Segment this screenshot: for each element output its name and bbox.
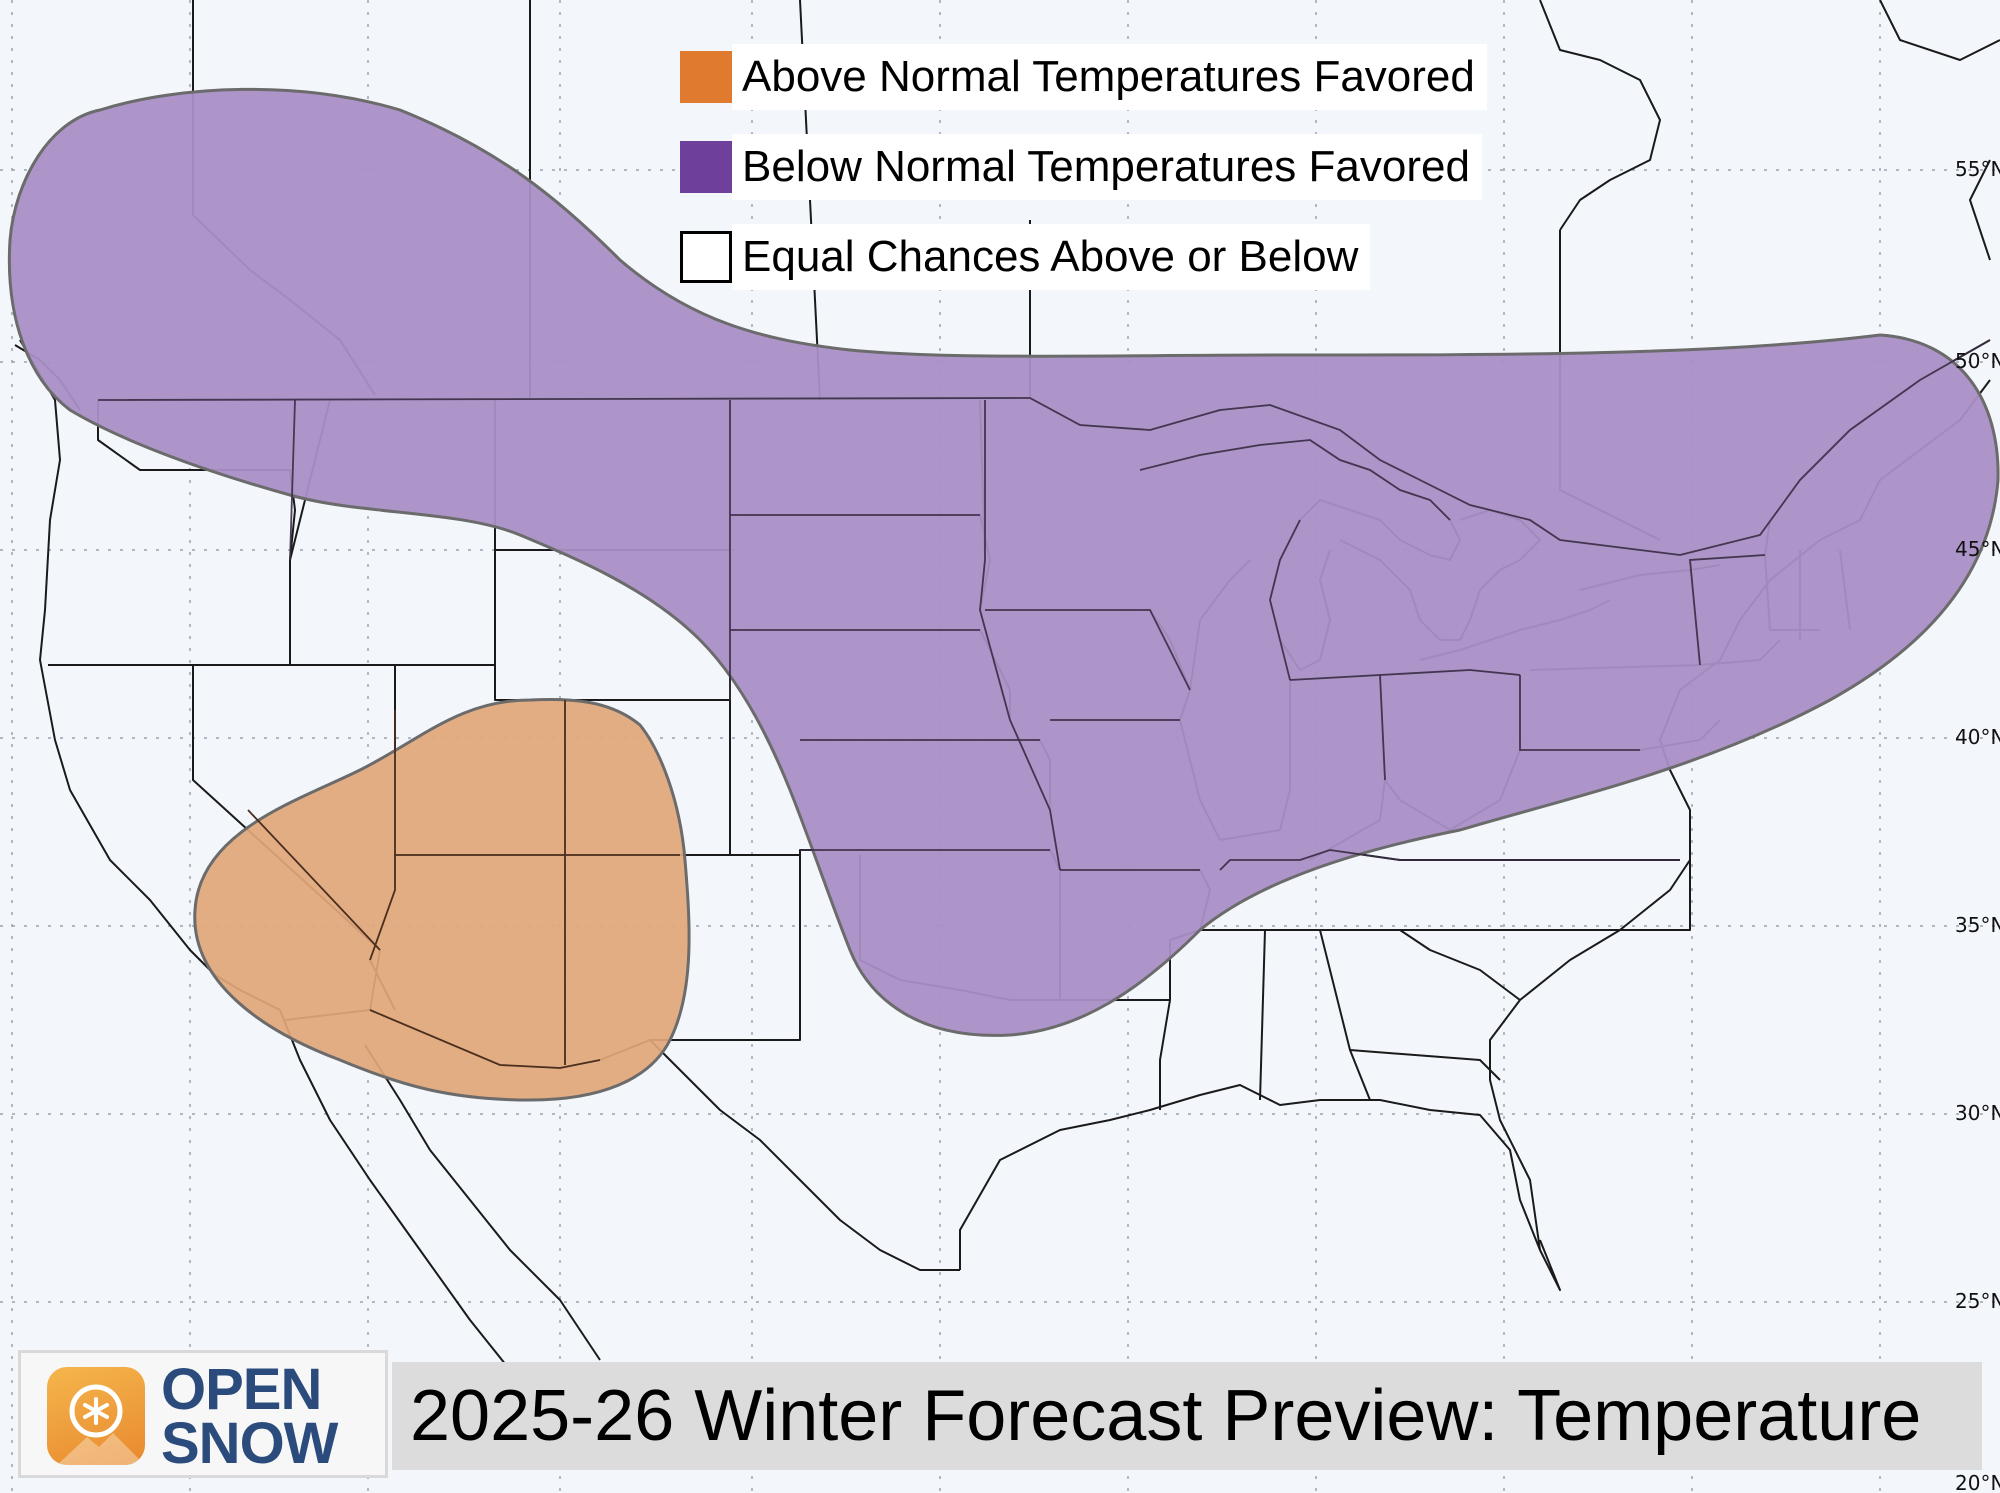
lat-label: 40°N: [1955, 725, 2000, 749]
legend-label: Above Normal Temperatures Favored: [732, 44, 1487, 110]
opensnow-logo: OPEN SNOW: [18, 1350, 388, 1478]
equal-chances-swatch: [680, 231, 732, 283]
logo-wordmark: OPEN SNOW: [161, 1357, 338, 1476]
title-banner: 2025-26 Winter Forecast Preview: Tempera…: [392, 1362, 1982, 1470]
overlay-state-lines: [97, 339, 1991, 871]
opensnow-logo-icon: [47, 1367, 145, 1465]
lat-label: 35°N: [1955, 913, 2000, 937]
lat-label: 30°N: [1955, 1101, 2000, 1125]
lat-label: 55°N: [1955, 157, 2000, 181]
below-normal-region: [7, 87, 2000, 1037]
below-normal-swatch: [680, 141, 732, 193]
latitude-labels: 55°N 50°N 45°N 40°N 35°N 30°N 25°N 20°N: [1955, 157, 2000, 1493]
overlay-sw-lines: [247, 700, 680, 1069]
lat-label: 50°N: [1955, 349, 2000, 373]
logo-line-snow: SNOW: [161, 1411, 338, 1476]
legend-item-below: Below Normal Temperatures Favored: [680, 134, 1482, 200]
lat-label: 25°N: [1955, 1289, 2000, 1313]
lat-label: 45°N: [1955, 537, 2000, 561]
legend-label: Equal Chances Above or Below: [732, 224, 1371, 290]
lat-label: 20°N: [1955, 1471, 2000, 1493]
legend-label: Below Normal Temperatures Favored: [732, 134, 1482, 200]
legend-item-above: Above Normal Temperatures Favored: [680, 44, 1487, 110]
page-title: 2025-26 Winter Forecast Preview: Tempera…: [410, 1376, 1922, 1456]
legend-item-equal: Equal Chances Above or Below: [680, 224, 1371, 290]
logo-line-open: OPEN: [161, 1357, 322, 1422]
above-normal-swatch: [680, 51, 732, 103]
